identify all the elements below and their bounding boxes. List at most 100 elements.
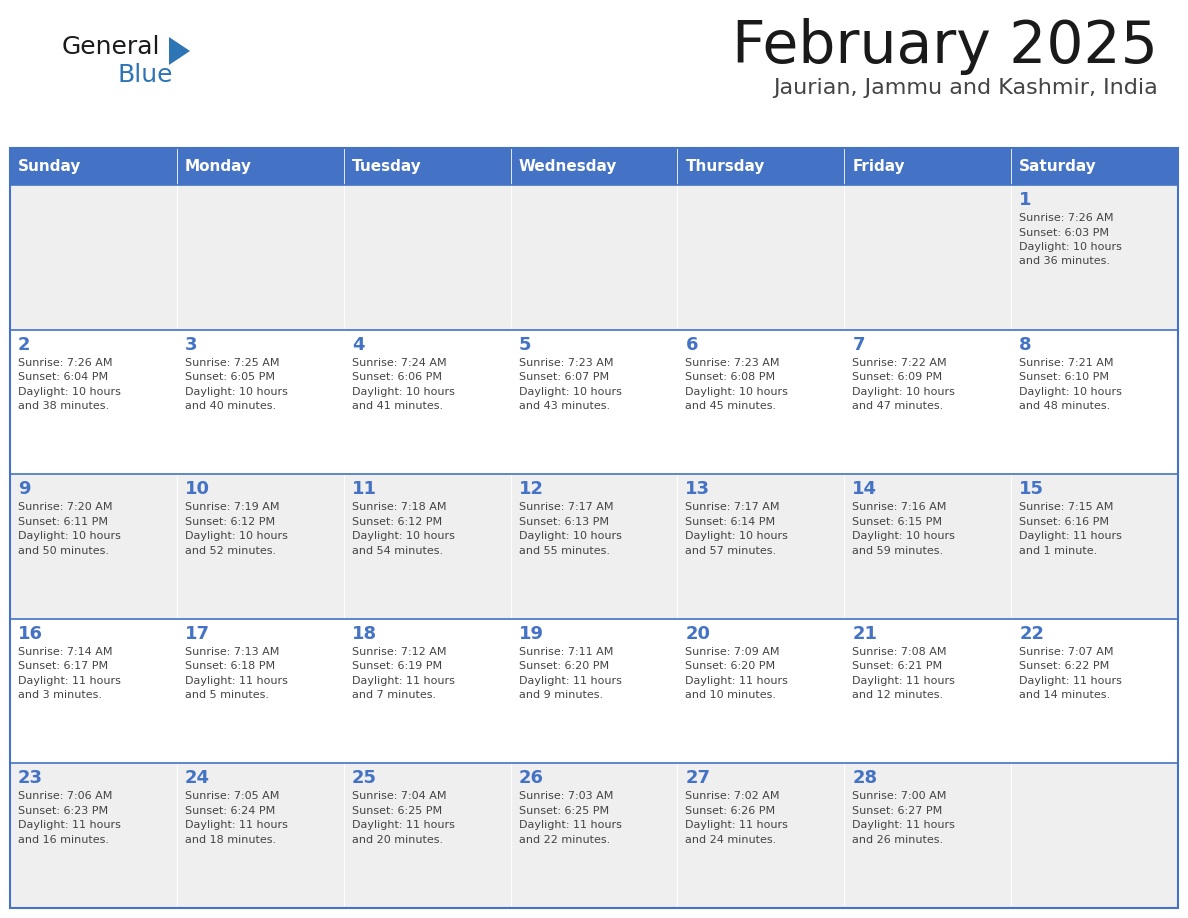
Text: Sunset: 6:19 PM: Sunset: 6:19 PM	[352, 661, 442, 671]
Text: Sunrise: 7:12 AM: Sunrise: 7:12 AM	[352, 647, 447, 656]
Text: Daylight: 10 hours: Daylight: 10 hours	[185, 386, 287, 397]
Bar	[1011, 185, 1178, 330]
Text: Daylight: 11 hours: Daylight: 11 hours	[852, 821, 955, 831]
Text: Daylight: 10 hours: Daylight: 10 hours	[18, 386, 121, 397]
Bar	[177, 148, 343, 185]
Text: and 36 minutes.: and 36 minutes.	[1019, 256, 1110, 266]
Bar	[845, 619, 1011, 764]
Text: Sunset: 6:13 PM: Sunset: 6:13 PM	[519, 517, 608, 527]
Text: Daylight: 10 hours: Daylight: 10 hours	[685, 532, 789, 542]
Text: Sunset: 6:22 PM: Sunset: 6:22 PM	[1019, 661, 1110, 671]
Text: Sunset: 6:24 PM: Sunset: 6:24 PM	[185, 806, 276, 816]
Text: Sunset: 6:03 PM: Sunset: 6:03 PM	[1019, 228, 1110, 238]
Text: and 43 minutes.: and 43 minutes.	[519, 401, 609, 411]
Text: 14: 14	[852, 480, 877, 498]
Text: Sunset: 6:09 PM: Sunset: 6:09 PM	[852, 372, 942, 382]
Text: Sunrise: 7:19 AM: Sunrise: 7:19 AM	[185, 502, 279, 512]
Text: Daylight: 11 hours: Daylight: 11 hours	[852, 676, 955, 686]
Text: 28: 28	[852, 769, 878, 788]
Bar	[10, 764, 177, 908]
Text: 13: 13	[685, 480, 710, 498]
Text: Sunrise: 7:20 AM: Sunrise: 7:20 AM	[18, 502, 113, 512]
Text: Daylight: 10 hours: Daylight: 10 hours	[519, 532, 621, 542]
Text: Daylight: 10 hours: Daylight: 10 hours	[185, 532, 287, 542]
Text: Daylight: 10 hours: Daylight: 10 hours	[18, 532, 121, 542]
Text: 10: 10	[185, 480, 210, 498]
Text: and 52 minutes.: and 52 minutes.	[185, 545, 276, 555]
Bar	[343, 148, 511, 185]
Bar	[10, 330, 177, 475]
Text: Sunrise: 7:17 AM: Sunrise: 7:17 AM	[685, 502, 781, 512]
Text: 6: 6	[685, 336, 697, 353]
Text: Sunrise: 7:02 AM: Sunrise: 7:02 AM	[685, 791, 781, 801]
Text: Sunrise: 7:00 AM: Sunrise: 7:00 AM	[852, 791, 947, 801]
Bar	[845, 764, 1011, 908]
Text: and 1 minute.: and 1 minute.	[1019, 545, 1098, 555]
Text: and 20 minutes.: and 20 minutes.	[352, 834, 443, 845]
Text: Daylight: 10 hours: Daylight: 10 hours	[1019, 386, 1121, 397]
Text: Sunset: 6:26 PM: Sunset: 6:26 PM	[685, 806, 776, 816]
Text: Sunrise: 7:24 AM: Sunrise: 7:24 AM	[352, 358, 447, 367]
Text: and 5 minutes.: and 5 minutes.	[185, 690, 268, 700]
Text: 12: 12	[519, 480, 544, 498]
Text: Sunrise: 7:26 AM: Sunrise: 7:26 AM	[18, 358, 113, 367]
Text: Sunrise: 7:15 AM: Sunrise: 7:15 AM	[1019, 502, 1113, 512]
Text: and 12 minutes.: and 12 minutes.	[852, 690, 943, 700]
Text: and 10 minutes.: and 10 minutes.	[685, 690, 777, 700]
Bar	[343, 619, 511, 764]
Text: and 26 minutes.: and 26 minutes.	[852, 834, 943, 845]
Text: and 57 minutes.: and 57 minutes.	[685, 545, 777, 555]
Text: Daylight: 11 hours: Daylight: 11 hours	[1019, 676, 1121, 686]
Text: 20: 20	[685, 625, 710, 643]
Text: and 54 minutes.: and 54 minutes.	[352, 545, 443, 555]
Text: and 41 minutes.: and 41 minutes.	[352, 401, 443, 411]
Bar	[1011, 764, 1178, 908]
Bar	[511, 619, 677, 764]
Text: Sunday: Sunday	[18, 159, 81, 174]
Bar	[511, 475, 677, 619]
Text: Daylight: 11 hours: Daylight: 11 hours	[18, 676, 121, 686]
Text: and 40 minutes.: and 40 minutes.	[185, 401, 276, 411]
Text: 23: 23	[18, 769, 43, 788]
Bar	[677, 185, 845, 330]
Bar	[177, 619, 343, 764]
Text: Daylight: 10 hours: Daylight: 10 hours	[685, 386, 789, 397]
Text: 19: 19	[519, 625, 544, 643]
Text: Daylight: 11 hours: Daylight: 11 hours	[685, 676, 789, 686]
Text: Sunrise: 7:06 AM: Sunrise: 7:06 AM	[18, 791, 113, 801]
Bar	[1011, 619, 1178, 764]
Text: and 48 minutes.: and 48 minutes.	[1019, 401, 1111, 411]
Text: 16: 16	[18, 625, 43, 643]
Text: and 38 minutes.: and 38 minutes.	[18, 401, 109, 411]
Text: February 2025: February 2025	[732, 18, 1158, 75]
Bar	[511, 148, 677, 185]
Text: Sunset: 6:25 PM: Sunset: 6:25 PM	[519, 806, 608, 816]
Text: Sunset: 6:23 PM: Sunset: 6:23 PM	[18, 806, 108, 816]
Bar	[677, 148, 845, 185]
Text: Sunset: 6:08 PM: Sunset: 6:08 PM	[685, 372, 776, 382]
Bar	[677, 619, 845, 764]
Text: Sunset: 6:15 PM: Sunset: 6:15 PM	[852, 517, 942, 527]
Text: Sunset: 6:21 PM: Sunset: 6:21 PM	[852, 661, 942, 671]
Text: Sunrise: 7:23 AM: Sunrise: 7:23 AM	[685, 358, 781, 367]
Text: Daylight: 11 hours: Daylight: 11 hours	[185, 676, 287, 686]
Text: Daylight: 11 hours: Daylight: 11 hours	[185, 821, 287, 831]
Bar	[677, 764, 845, 908]
Text: Daylight: 10 hours: Daylight: 10 hours	[852, 386, 955, 397]
Text: and 18 minutes.: and 18 minutes.	[185, 834, 276, 845]
Text: 27: 27	[685, 769, 710, 788]
Text: Sunrise: 7:08 AM: Sunrise: 7:08 AM	[852, 647, 947, 656]
Text: Sunset: 6:04 PM: Sunset: 6:04 PM	[18, 372, 108, 382]
Text: 22: 22	[1019, 625, 1044, 643]
Bar	[177, 330, 343, 475]
Bar	[10, 148, 177, 185]
Text: Sunrise: 7:05 AM: Sunrise: 7:05 AM	[185, 791, 279, 801]
Text: 15: 15	[1019, 480, 1044, 498]
Text: Sunrise: 7:03 AM: Sunrise: 7:03 AM	[519, 791, 613, 801]
Text: Daylight: 10 hours: Daylight: 10 hours	[852, 532, 955, 542]
Text: Sunset: 6:25 PM: Sunset: 6:25 PM	[352, 806, 442, 816]
Text: 1: 1	[1019, 191, 1031, 209]
Text: 18: 18	[352, 625, 377, 643]
Text: General: General	[62, 35, 160, 59]
Text: and 16 minutes.: and 16 minutes.	[18, 834, 109, 845]
